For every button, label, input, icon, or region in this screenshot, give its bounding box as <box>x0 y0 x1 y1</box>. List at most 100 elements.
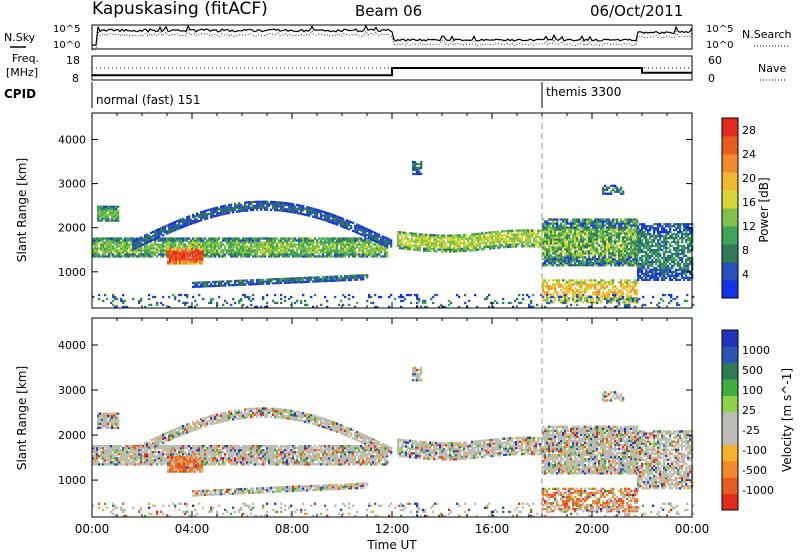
power-cell <box>256 237 259 240</box>
power-cell <box>180 241 183 244</box>
power-cell <box>330 245 333 248</box>
power-cell <box>280 297 283 301</box>
power-cell <box>106 243 109 246</box>
power-cell <box>154 247 157 250</box>
power-cell <box>653 274 656 277</box>
power-cell <box>546 248 549 251</box>
power-cell <box>374 233 377 236</box>
power-cell <box>214 207 217 210</box>
power-cell <box>144 253 147 256</box>
power-cell <box>380 295 383 299</box>
power-cell <box>489 235 492 238</box>
power-cell <box>624 240 627 243</box>
power-cell <box>324 239 327 242</box>
power-cell <box>622 291 625 294</box>
power-cell <box>519 229 522 232</box>
power-cell <box>110 245 113 248</box>
power-cell <box>164 227 167 230</box>
power-cell <box>685 229 688 232</box>
power-cell <box>574 283 577 286</box>
power-cell <box>338 253 341 256</box>
power-cell <box>610 244 613 247</box>
power-cell <box>610 240 613 243</box>
power-cell <box>402 299 405 303</box>
power-cell <box>308 280 311 283</box>
power-cell <box>262 278 265 281</box>
power-cell <box>687 248 690 252</box>
power-cell <box>134 247 137 250</box>
power-cell <box>140 247 143 250</box>
power-cell <box>286 245 289 248</box>
power-cell <box>302 293 305 297</box>
power-cell <box>288 202 291 205</box>
power-cell <box>632 228 635 231</box>
power-cell <box>158 239 161 242</box>
power-cell <box>130 239 133 242</box>
power-cell <box>118 237 121 240</box>
power-cell <box>560 258 563 261</box>
power-cell <box>507 231 510 235</box>
power-cell <box>558 236 561 239</box>
power-cell <box>142 237 145 240</box>
power-cell <box>326 279 329 283</box>
power-cell <box>535 233 538 236</box>
power-cell <box>421 233 424 236</box>
power-cell <box>491 245 494 248</box>
power-cell <box>124 299 127 303</box>
power-cell <box>669 227 672 230</box>
power-cell <box>620 246 623 249</box>
power-cell <box>232 297 235 301</box>
power-cell <box>637 262 640 266</box>
power-cell <box>248 281 251 284</box>
power-cell <box>610 224 613 227</box>
power-cell <box>634 244 637 247</box>
power-cell <box>572 228 575 231</box>
power-cell <box>136 251 139 254</box>
power-cell <box>336 217 339 220</box>
power-cell <box>558 283 561 286</box>
power-cell <box>338 237 341 240</box>
power-cell <box>280 249 283 252</box>
power-cell <box>550 264 553 267</box>
power-cell <box>645 246 648 250</box>
power-cell <box>296 203 299 207</box>
power-cell <box>212 280 215 284</box>
power-cell <box>156 243 159 246</box>
power-cell <box>238 301 241 305</box>
power-cell <box>92 237 95 240</box>
power-cell <box>582 246 585 249</box>
power-cell <box>196 285 199 288</box>
power-cell <box>586 285 589 288</box>
power-cell <box>535 235 538 238</box>
power-cell <box>334 216 337 219</box>
power-cell <box>614 232 617 235</box>
power-cell <box>228 282 231 285</box>
power-cell <box>111 215 114 218</box>
power-cell <box>634 232 637 235</box>
power-cell <box>556 236 559 239</box>
power-cell <box>109 219 112 222</box>
power-cell <box>236 204 239 207</box>
power-cell <box>479 244 482 247</box>
power-cell <box>346 219 349 222</box>
power-cell <box>224 245 227 248</box>
power-cell <box>204 253 207 256</box>
power-cell <box>334 295 337 299</box>
power-cell <box>350 253 353 256</box>
power-cell <box>113 215 116 218</box>
power-cell <box>651 272 654 275</box>
power-cell <box>406 293 409 297</box>
power-cell <box>300 299 303 303</box>
power-cell <box>641 225 644 228</box>
power-cell <box>264 251 267 254</box>
power-cell <box>469 241 472 244</box>
power-cell <box>186 216 189 219</box>
power-cell <box>647 233 650 236</box>
power-cell <box>554 291 557 294</box>
power-cell <box>218 282 221 285</box>
power-cell <box>405 235 408 238</box>
power-cell <box>584 228 587 231</box>
power-cell <box>150 247 153 250</box>
power-cell <box>570 254 573 257</box>
power-cell <box>435 242 438 245</box>
